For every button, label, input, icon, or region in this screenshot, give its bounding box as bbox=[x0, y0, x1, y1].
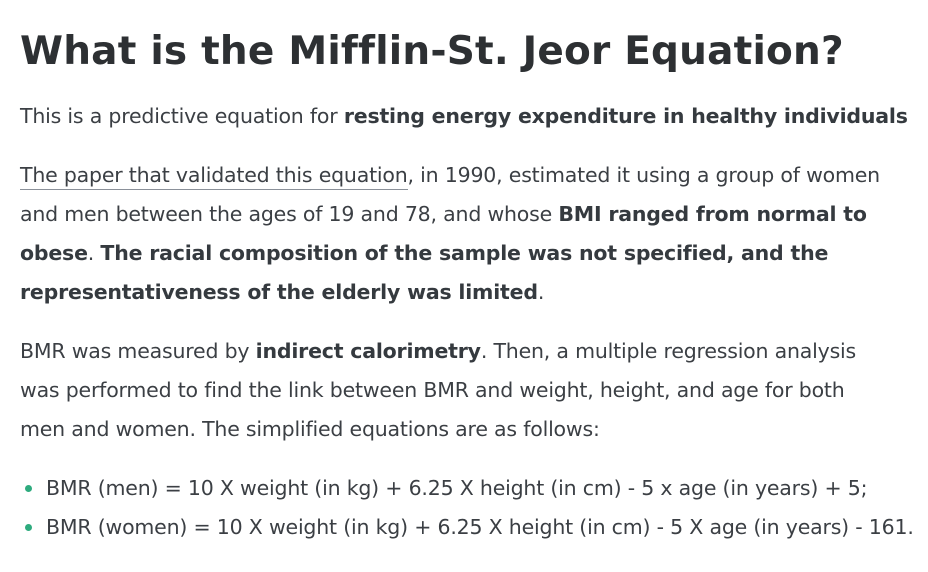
validation-text-1: , in 1990, estimated it using a group of… bbox=[407, 163, 881, 187]
validation-text-2: and men between the ages of 19 and 78, a… bbox=[20, 202, 559, 226]
method-text-3: was performed to find the link between B… bbox=[20, 378, 845, 402]
method-text-2: . Then, a multiple regression analysis bbox=[480, 339, 857, 363]
intro-bold-text: resting energy expenditure in healthy in… bbox=[343, 104, 908, 128]
method-text-1: BMR was measured by bbox=[20, 339, 256, 363]
method-paragraph: BMR was measured by indirect calorimetry… bbox=[20, 332, 856, 449]
validation-text-4: . bbox=[537, 280, 545, 304]
bmi-range-bold-2: obese bbox=[20, 241, 88, 265]
page-title: What is the Mifflin-St. Jeor Equation? bbox=[20, 29, 844, 74]
men-equation: BMR (men) = 10 X weight (in kg) + 6.25 X… bbox=[46, 476, 868, 500]
bullet-dot-icon bbox=[25, 485, 32, 492]
intro-paragraph: This is a predictive equation for restin… bbox=[20, 97, 908, 136]
equation-list: BMR (men) = 10 X weight (in kg) + 6.25 X… bbox=[20, 469, 914, 547]
bmi-range-bold-1: BMI ranged from normal to bbox=[558, 202, 867, 226]
bullet-dot-icon bbox=[25, 524, 32, 531]
list-item: BMR (men) = 10 X weight (in kg) + 6.25 X… bbox=[20, 469, 914, 508]
validation-text-3: . bbox=[87, 241, 101, 265]
calorimetry-bold: indirect calorimetry bbox=[255, 339, 481, 363]
list-item: BMR (women) = 10 X weight (in kg) + 6.25… bbox=[20, 508, 914, 547]
intro-text: This is a predictive equation for bbox=[20, 104, 344, 128]
validation-paragraph: The paper that validated this equation, … bbox=[20, 156, 880, 312]
sample-limitation-bold-2: representativeness of the elderly was li… bbox=[20, 280, 538, 304]
method-text-4: men and women. The simplified equations … bbox=[20, 417, 600, 441]
women-equation: BMR (women) = 10 X weight (in kg) + 6.25… bbox=[46, 515, 914, 539]
validation-paper-link[interactable]: The paper that validated this equation bbox=[20, 163, 408, 190]
sample-limitation-bold-1: The racial composition of the sample was… bbox=[100, 241, 829, 265]
